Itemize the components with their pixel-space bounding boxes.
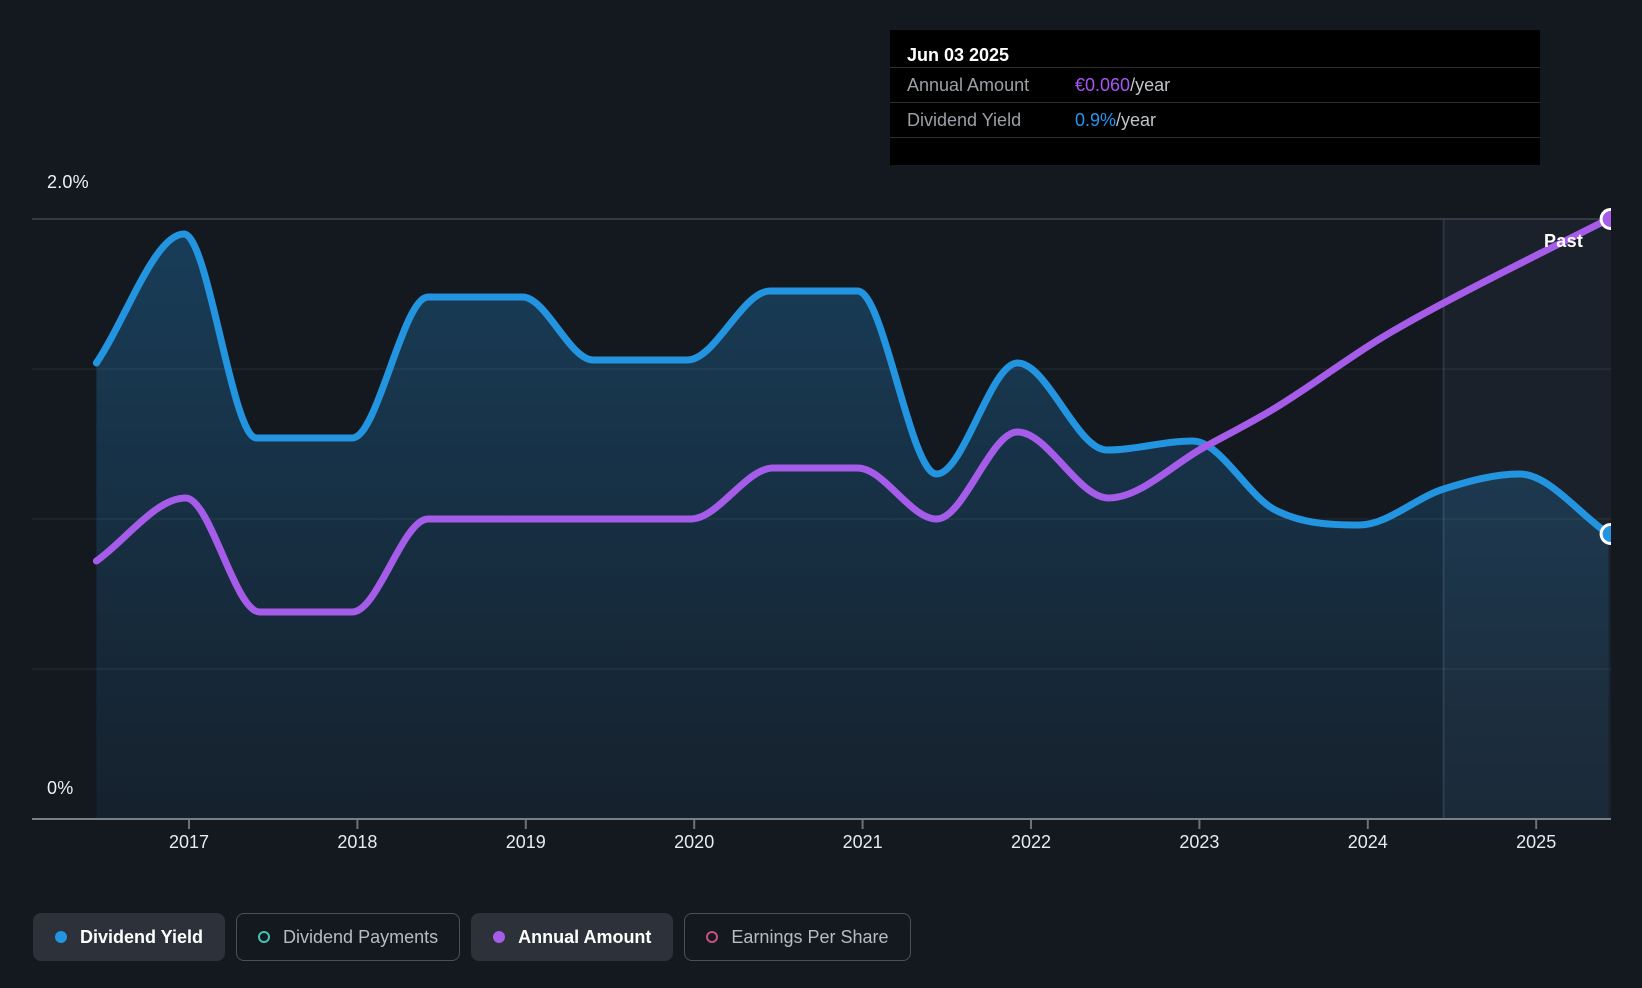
filled-dot-icon	[493, 931, 506, 943]
open-circle-icon	[258, 931, 271, 943]
x-axis-label: 2020	[674, 832, 715, 852]
tooltip-value: 0.9%	[1075, 109, 1117, 130]
y-axis-label-top: 2.0%	[47, 172, 89, 192]
chart-legend: Dividend Yield Dividend Payments Annual …	[33, 913, 911, 961]
x-axis-label: 2018	[337, 832, 378, 852]
tooltip-date: Jun 03 2025	[907, 45, 1010, 65]
x-axis-label: 2023	[1179, 832, 1220, 852]
legend-label: Annual Amount	[518, 926, 652, 947]
tooltip-row-dividend-yield: Dividend Yield 0.9%/year	[890, 102, 1540, 137]
x-axis-label: 2017	[168, 832, 210, 852]
filled-dot-icon	[55, 931, 67, 943]
legend-button-dividend-yield[interactable]: Dividend Yield	[33, 913, 226, 961]
tooltip-label: Annual Amount	[907, 74, 1030, 95]
tooltip-value: €0.060	[1075, 74, 1131, 95]
x-axis-label: 2022	[1010, 832, 1052, 852]
tooltip-label: Dividend Yield	[907, 109, 1022, 130]
legend-button-earnings-per-share[interactable]: Earnings Per Share	[684, 913, 911, 961]
tooltip-divider	[890, 137, 1540, 138]
past-band-label: Past	[1544, 231, 1584, 251]
tooltip-suffix: /year	[1130, 74, 1171, 95]
x-axis-label: 2025	[1516, 832, 1557, 852]
chart-canvas[interactable]	[0, 0, 1642, 870]
x-axis-label: 2024	[1347, 832, 1388, 852]
tooltip-suffix: /year	[1116, 109, 1157, 130]
x-axis-label: 2021	[842, 832, 883, 852]
legend-button-dividend-payments[interactable]: Dividend Payments	[236, 913, 461, 961]
tooltip-row-annual-amount: Annual Amount €0.060/year	[890, 67, 1540, 102]
chart-tooltip: Jun 03 2025 Annual Amount €0.060/year Di…	[890, 30, 1540, 165]
legend-label: Dividend Payments	[283, 926, 439, 947]
legend-button-annual-amount[interactable]: Annual Amount	[471, 913, 674, 961]
open-circle-icon	[706, 931, 719, 943]
y-axis-label-zero: 0%	[47, 778, 74, 798]
legend-label: Earnings Per Share	[731, 926, 889, 947]
x-axis-label: 2019	[505, 832, 546, 852]
legend-label: Dividend Yield	[80, 926, 204, 947]
